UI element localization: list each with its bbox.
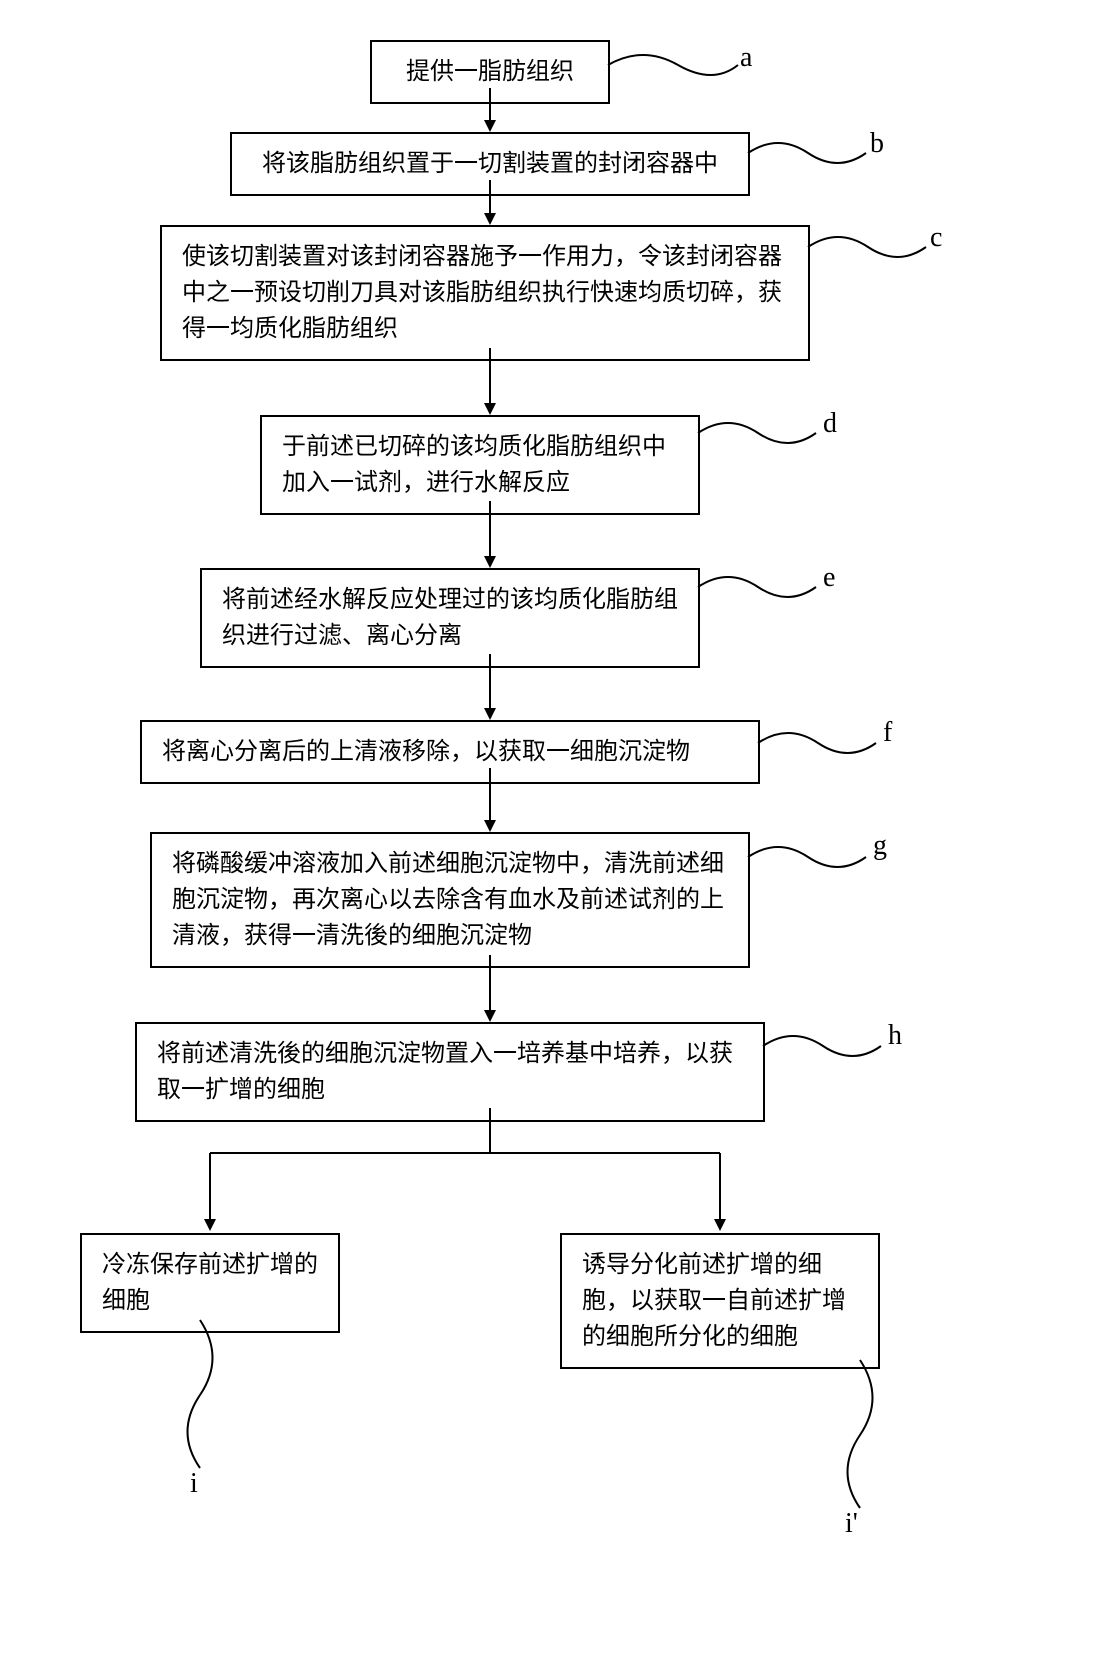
node-c-text: 使该切割装置对该封闭容器施予一作用力，令该封闭容器中之一预设切削刀具对该脂肪组织… <box>182 243 782 342</box>
label-c: c <box>930 222 942 254</box>
curve-d <box>698 418 828 448</box>
arrow-c-d <box>480 348 500 417</box>
node-i-text: 冷冻保存前述扩增的细胞 <box>102 1251 318 1314</box>
curve-h <box>763 1031 893 1061</box>
node-iprime-text: 诱导分化前述扩增的细胞，以获取一自前述扩增的细胞所分化的细胞 <box>582 1251 846 1350</box>
node-a-text: 提供一脂肪组织 <box>406 58 574 85</box>
label-e: e <box>823 562 835 594</box>
arrow-d-e <box>480 501 500 570</box>
node-f: 将离心分离后的上清液移除，以获取一细胞沉淀物 <box>140 720 760 784</box>
curve-g <box>748 842 878 872</box>
label-iprime: i' <box>845 1508 858 1540</box>
node-e-text: 将前述经水解反应处理过的该均质化脂肪组织进行过滤、离心分离 <box>222 586 678 649</box>
label-f: f <box>883 717 892 749</box>
node-e: 将前述经水解反应处理过的该均质化脂肪组织进行过滤、离心分离 <box>200 568 700 668</box>
node-g: 将磷酸缓冲溶液加入前述细胞沉淀物中，清洗前述细胞沉淀物，再次离心以去除含有血水及… <box>150 832 750 968</box>
node-b-text: 将该脂肪组织置于一切割装置的封闭容器中 <box>262 150 718 177</box>
label-i: i <box>190 1468 198 1500</box>
curve-e <box>698 572 828 602</box>
label-h: h <box>888 1020 902 1052</box>
node-d: 于前述已切碎的该均质化脂肪组织中加入一试剂，进行水解反应 <box>260 415 700 515</box>
branch-arrows <box>180 1108 760 1238</box>
node-g-text: 将磷酸缓冲溶液加入前述细胞沉淀物中，清洗前述细胞沉淀物，再次离心以去除含有血水及… <box>172 850 724 949</box>
arrow-a-b <box>480 88 500 134</box>
label-a: a <box>740 42 752 74</box>
arrow-e-f <box>480 654 500 722</box>
arrow-g-h <box>480 955 500 1024</box>
label-g: g <box>873 830 887 862</box>
arrow-f-g <box>480 768 500 834</box>
node-f-text: 将离心分离后的上清液移除，以获取一细胞沉淀物 <box>162 738 690 765</box>
curve-iprime <box>840 1360 880 1510</box>
curve-c <box>808 232 938 262</box>
node-h: 将前述清洗後的细胞沉淀物置入一培养基中培养，以获取一扩增的细胞 <box>135 1022 765 1122</box>
arrow-b-c <box>480 180 500 227</box>
node-d-text: 于前述已切碎的该均质化脂肪组织中加入一试剂，进行水解反应 <box>282 433 666 496</box>
node-c: 使该切割装置对该封闭容器施予一作用力，令该封闭容器中之一预设切削刀具对该脂肪组织… <box>160 225 810 361</box>
label-d: d <box>823 408 837 440</box>
node-iprime: 诱导分化前述扩增的细胞，以获取一自前述扩增的细胞所分化的细胞 <box>560 1233 880 1369</box>
node-i: 冷冻保存前述扩增的细胞 <box>80 1233 340 1333</box>
node-h-text: 将前述清洗後的细胞沉淀物置入一培养基中培养，以获取一扩增的细胞 <box>157 1040 733 1103</box>
curve-a <box>608 50 748 80</box>
curve-f <box>758 728 888 758</box>
label-b: b <box>870 128 884 160</box>
curve-i <box>180 1320 220 1470</box>
curve-b <box>748 138 878 168</box>
